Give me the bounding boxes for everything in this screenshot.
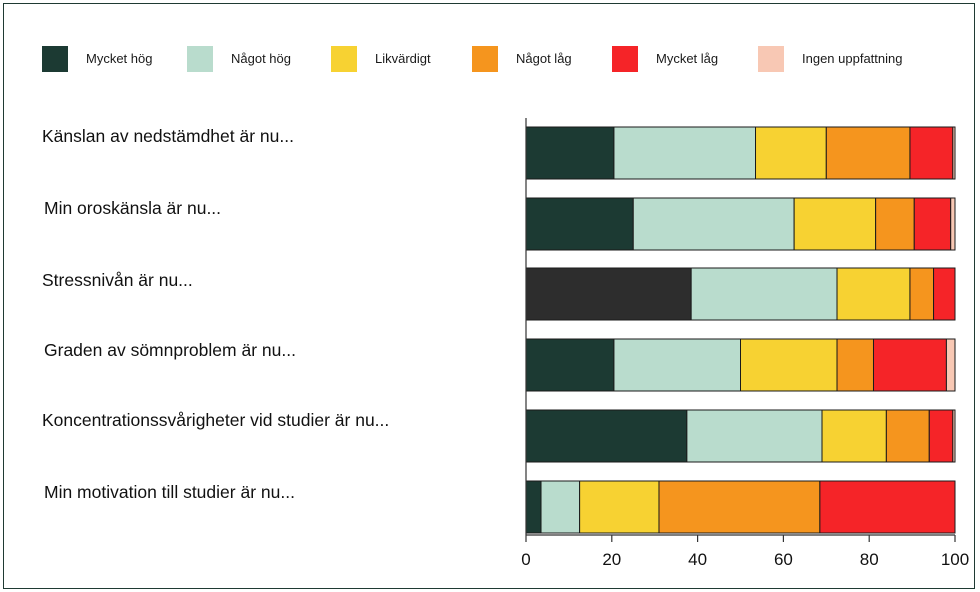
bar-segment — [690, 267, 838, 321]
x-tick-label: 100 — [941, 550, 969, 569]
bar-segment — [952, 409, 956, 463]
x-tick-label: 0 — [521, 550, 530, 569]
legend-label: Ingen uppfattning — [802, 51, 903, 66]
legend-label: Mycket hög — [86, 51, 153, 66]
bar-segment — [913, 197, 952, 251]
legend-label: Något låg — [516, 51, 572, 66]
bar-segment — [658, 480, 821, 534]
legend-label: Något hög — [231, 51, 291, 66]
bar-segment — [875, 197, 915, 251]
category-label: Koncentrationssvårigheter vid studier är… — [42, 410, 390, 430]
bar-segment — [952, 126, 956, 180]
bar-segment — [686, 409, 823, 463]
bar-segment — [613, 338, 742, 392]
x-tick-label: 40 — [688, 550, 707, 569]
x-tick-label: 80 — [860, 550, 879, 569]
legend-swatch — [331, 46, 357, 72]
legend-label: Likvärdigt — [375, 51, 431, 66]
bar-segment — [525, 409, 688, 463]
bar-segment — [836, 338, 874, 392]
bar-segment — [613, 126, 757, 180]
legend-swatch — [758, 46, 784, 72]
bar-segment — [945, 338, 956, 392]
bar-segment — [525, 480, 542, 534]
bar-segment — [755, 126, 827, 180]
bar-segment — [836, 267, 911, 321]
x-tick-label: 20 — [602, 550, 621, 569]
category-label: Känslan av nedstämdhet är nu... — [42, 126, 294, 146]
category-label: Min motivation till studier är nu... — [44, 482, 295, 502]
bar-segment — [525, 126, 615, 180]
bar-segment — [909, 267, 935, 321]
legend-swatch — [472, 46, 498, 72]
bar-segment — [885, 409, 930, 463]
bar-segment — [579, 480, 660, 534]
bar-segment — [950, 197, 956, 251]
bar-segment — [819, 480, 956, 534]
category-label: Graden av sömnproblem är nu... — [44, 340, 296, 360]
bar-segment — [825, 126, 911, 180]
bar-segment — [525, 338, 615, 392]
bar-segment — [525, 267, 692, 321]
legend-swatch — [187, 46, 213, 72]
x-tick-label: 60 — [774, 550, 793, 569]
bar-segment — [928, 409, 954, 463]
category-label: Stressnivån är nu... — [42, 270, 193, 290]
bar-segment — [525, 197, 634, 251]
bar-segment — [933, 267, 956, 321]
legend-label: Mycket låg — [656, 51, 719, 66]
bar-segment — [872, 338, 947, 392]
legend-swatch — [42, 46, 68, 72]
bar-segment — [540, 480, 581, 534]
bar-segment — [793, 197, 877, 251]
bar-segment — [740, 338, 838, 392]
bar-segment — [821, 409, 887, 463]
bar-segment — [632, 197, 795, 251]
category-label: Min oroskänsla är nu... — [44, 198, 222, 218]
bar-segment — [909, 126, 954, 180]
legend-swatch — [612, 46, 638, 72]
